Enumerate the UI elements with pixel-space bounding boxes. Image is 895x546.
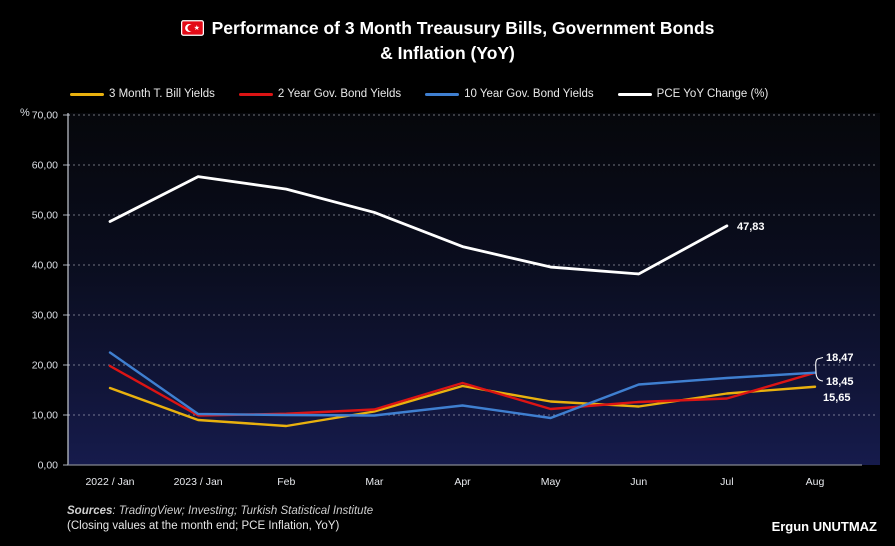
point-value-label: 18,45 (826, 376, 854, 388)
chart-title: Performance of 3 Month Treausury Bills, … (0, 17, 895, 65)
turkey-flag-icon (180, 19, 204, 42)
footer-sources: Sources: TradingView; Investing; Turkish… (67, 504, 373, 534)
legend-label: 2 Year Gov. Bond Yields (277, 88, 402, 100)
title-line-1: Performance of 3 Month Treausury Bills, … (0, 17, 895, 42)
title-line-2: & Inflation (YoY) (0, 42, 895, 65)
x-tick-label: 2023 / Jan (174, 476, 223, 488)
sources-label: Sources (67, 505, 113, 517)
legend-label: PCE YoY Change (%) (656, 88, 769, 100)
y-tick-label: 70,00 (32, 110, 58, 122)
y-tick-label: 50,00 (32, 210, 58, 222)
legend-swatch-red (238, 92, 273, 96)
x-tick-label: May (541, 476, 562, 488)
series-line-3-month-t-bill-yields (108, 384, 817, 428)
x-tick-label: Jun (630, 476, 647, 488)
y-tick-label: 60,00 (32, 160, 58, 172)
author-credit: Ergun UNUTMAZ (771, 519, 877, 534)
x-tick-label: Aug (806, 476, 825, 488)
legend-item-2y-bond: 2 Year Gov. Bond Yields (238, 88, 402, 100)
legend-label: 3 Month T. Bill Yields (109, 88, 215, 100)
x-tick-label: 2022 / Jan (85, 476, 134, 488)
footer-note: (Closing values at the month end; PCE In… (67, 520, 340, 532)
series-line-10-year-gov-bond-yields (108, 351, 817, 420)
sources-text: : TradingView; Investing; Turkish Statis… (112, 505, 374, 517)
chart-legend: 3 Month T. Bill Yields 2 Year Gov. Bond … (70, 88, 768, 100)
legend-swatch-yellow (70, 92, 104, 96)
y-tick-label: 0,00 (38, 460, 59, 472)
legend-item-pce: PCE YoY Change (%) (617, 88, 769, 100)
callout-bracket (815, 356, 824, 382)
point-value-label: 15,65 (823, 392, 851, 404)
y-tick-label: 20,00 (32, 360, 58, 372)
y-tick-label: 30,00 (32, 310, 58, 322)
title-text-1: Performance of 3 Month Treausury Bills, … (211, 18, 715, 38)
legend-item-10y-bond: 10 Year Gov. Bond Yields (425, 88, 594, 100)
legend-item-3m-tbill: 3 Month T. Bill Yields (70, 88, 215, 100)
y-axis-unit-label: % (20, 107, 30, 119)
point-value-label: 47,83 (737, 221, 765, 233)
x-tick-label: Apr (454, 476, 471, 488)
sources-line: Sources: TradingView; Investing; Turkish… (67, 504, 373, 519)
x-tick-label: Mar (365, 476, 384, 488)
y-tick-label: 10,00 (32, 410, 58, 422)
x-tick-label: Jul (720, 476, 733, 488)
series-line-pce-yoy-change (108, 175, 729, 276)
legend-swatch-white (617, 92, 652, 96)
y-tick-label: 40,00 (32, 260, 58, 272)
legend-swatch-blue (425, 92, 460, 96)
point-value-label: 18,47 (826, 352, 854, 364)
x-tick-label: Feb (277, 476, 295, 488)
legend-label: 10 Year Gov. Bond Yields (464, 88, 594, 100)
title-text-2: & Inflation (YoY) (380, 43, 515, 63)
